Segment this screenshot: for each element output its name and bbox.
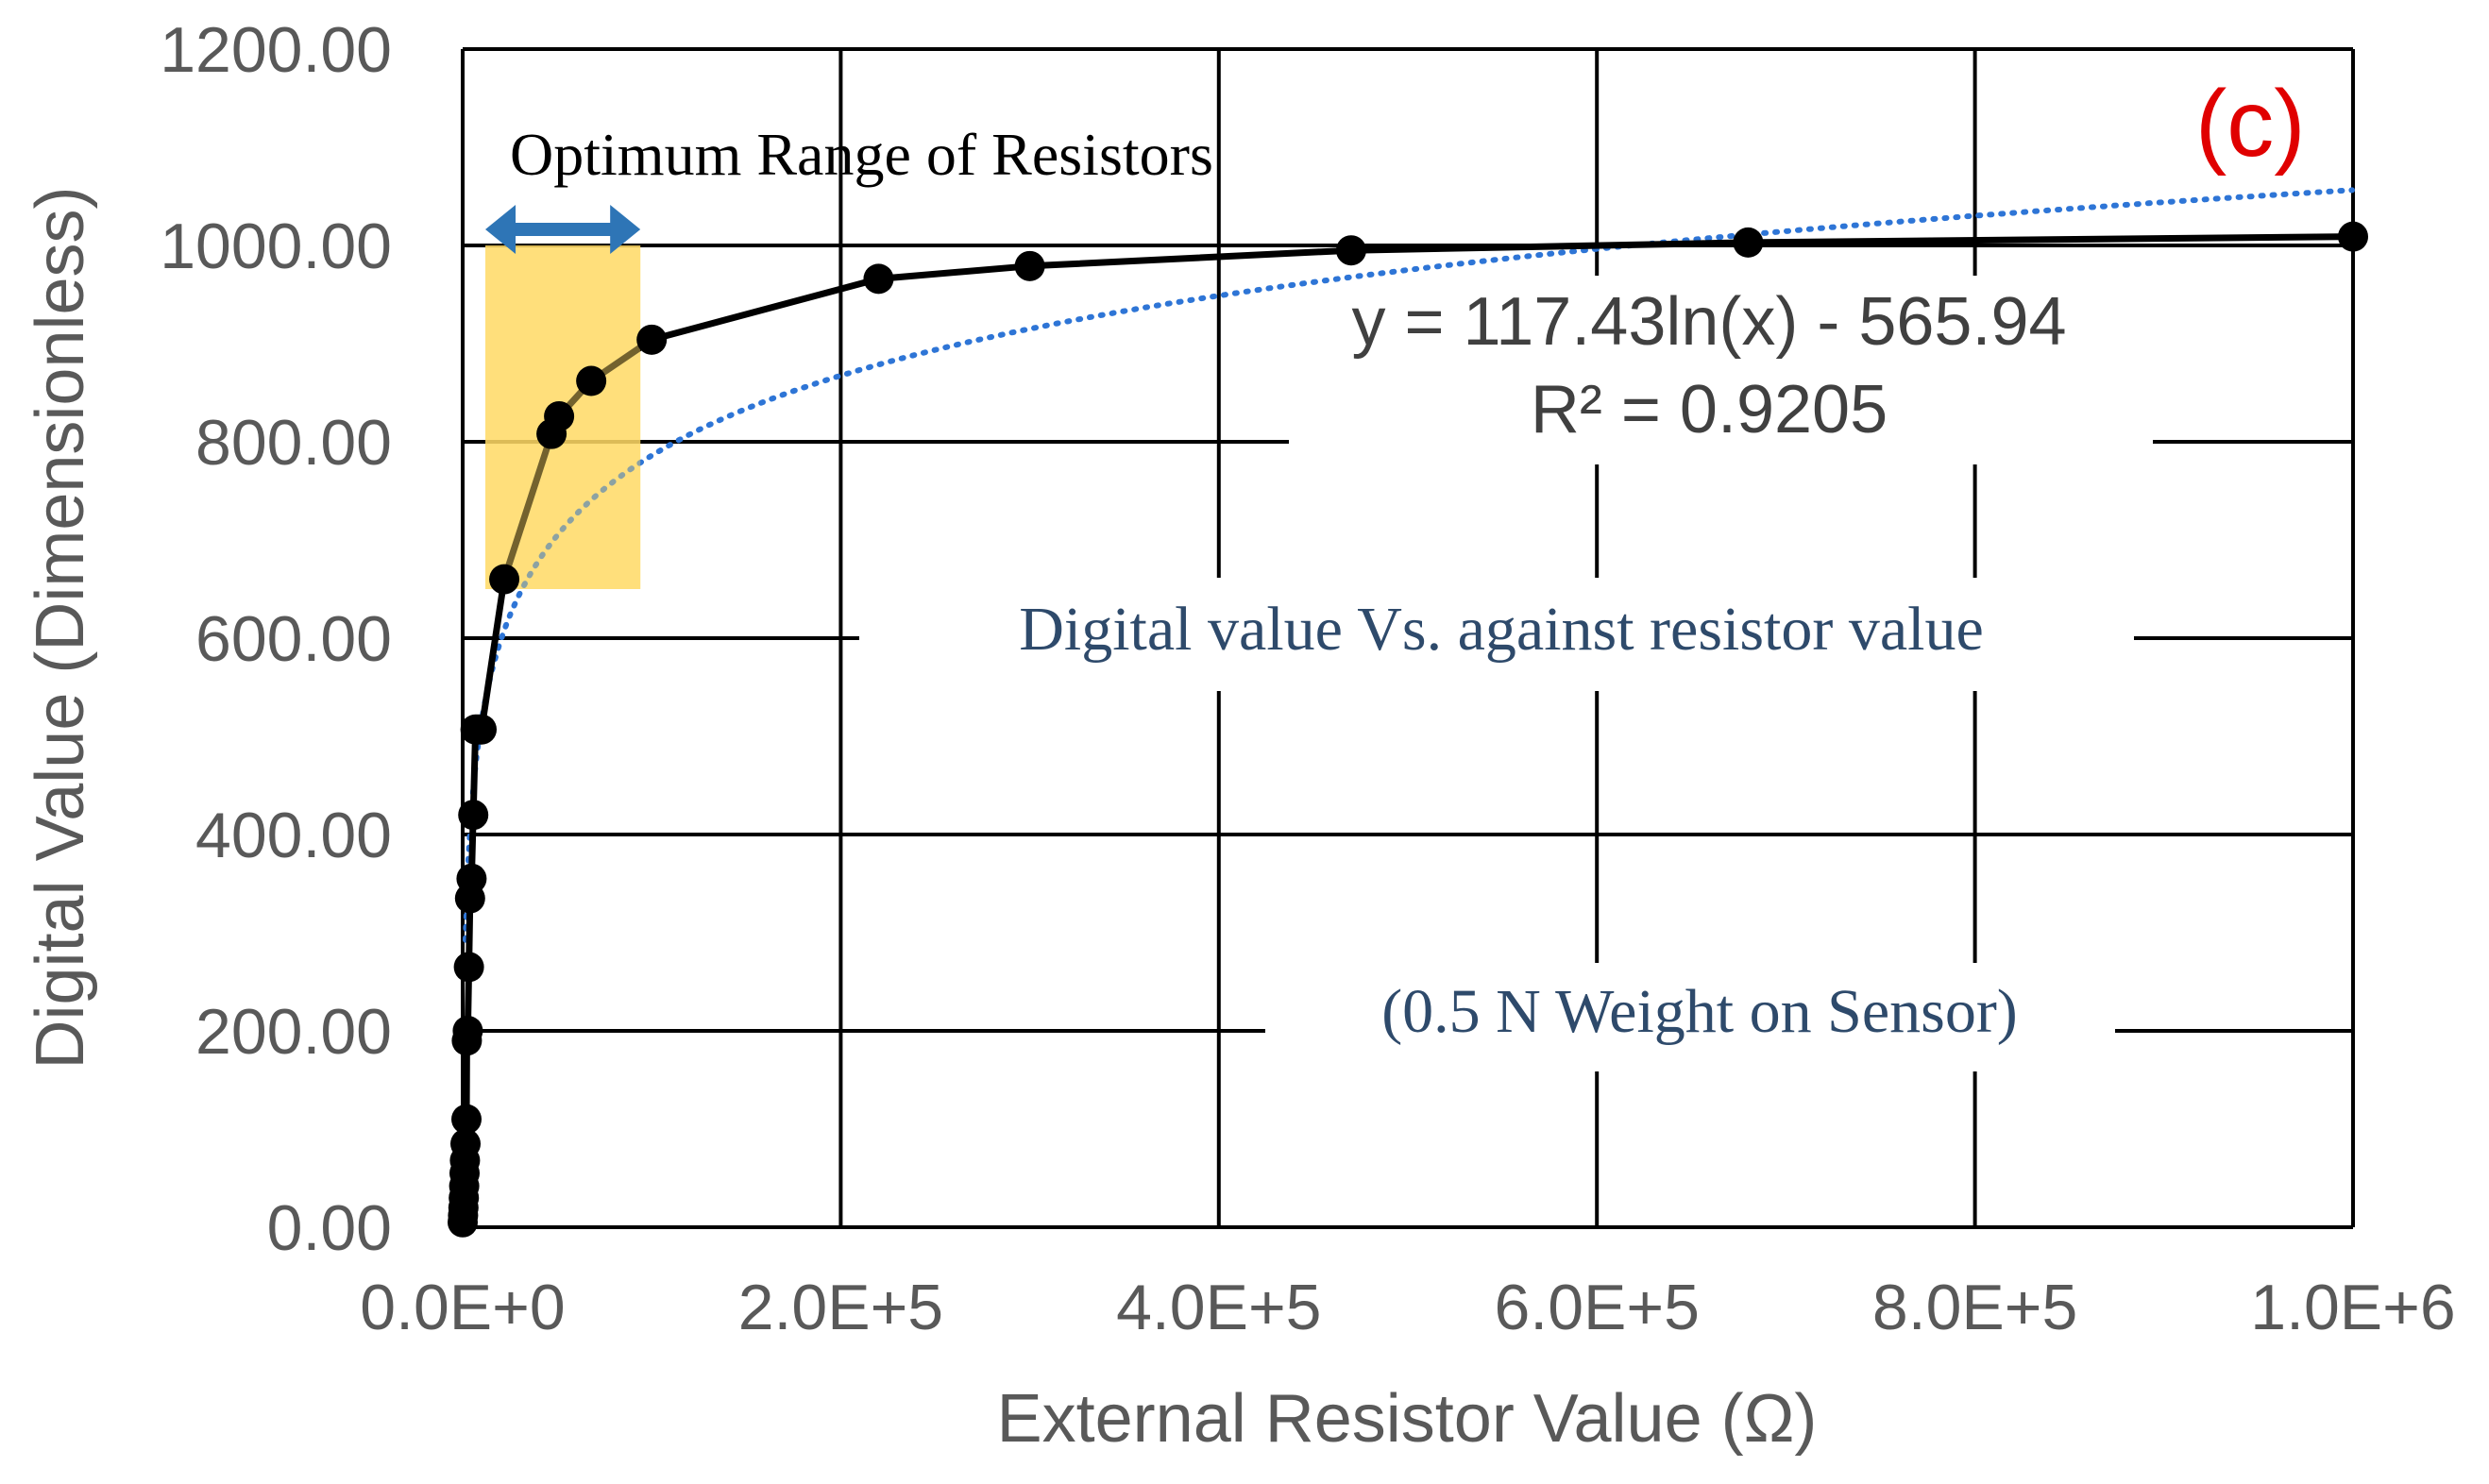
y-tick-label: 1000.00 — [160, 211, 392, 282]
tick-labels: 0.00 200.00 400.00 600.00 800.00 1000.00 1200.… — [160, 14, 2456, 1343]
y-tick-label: 200.00 — [195, 996, 392, 1068]
optimum-label: Optimum Range of Resistors — [510, 121, 1213, 188]
y-axis-title: Digital Value (Dimensionless) — [23, 186, 98, 1069]
optimum-range-arrow — [485, 205, 641, 254]
x-tick-label: 8.0E+5 — [1872, 1272, 2077, 1343]
x-tick-label: 0.0E+0 — [360, 1272, 565, 1343]
title-note-background — [859, 578, 2134, 691]
data-point — [1335, 235, 1366, 266]
data-point — [458, 800, 489, 831]
x-tick-label: 4.0E+5 — [1116, 1272, 1321, 1343]
x-axis-title: External Resistor Value (Ω) — [997, 1381, 1818, 1457]
data-point — [863, 263, 894, 295]
data-point — [451, 1104, 483, 1135]
data-point — [466, 714, 498, 745]
weight-note: (0.5 N Weight on Sensor) — [1381, 977, 2018, 1046]
data-point — [636, 324, 668, 355]
title-note: Digital value Vs. against resistor value — [1019, 595, 1984, 664]
x-tick-label: 6.0E+5 — [1494, 1272, 1699, 1343]
data-point — [1014, 250, 1045, 281]
x-tick-label: 2.0E+5 — [738, 1272, 943, 1343]
equation-background — [1289, 276, 2153, 464]
data-point — [456, 863, 487, 894]
data-point — [489, 564, 520, 595]
trendline-r-squared: R² = 0.9205 — [1531, 372, 1888, 447]
data-point — [576, 365, 607, 396]
y-tick-label: 800.00 — [195, 407, 392, 479]
trendline — [463, 187, 2355, 943]
data-point — [1733, 227, 1764, 258]
data-point — [2338, 221, 2368, 252]
y-tick-label: 600.00 — [195, 603, 392, 675]
data-point — [450, 1128, 482, 1159]
data-point — [544, 400, 575, 431]
data-point — [452, 1016, 483, 1046]
x-tick-label: 1.0E+6 — [2250, 1272, 2455, 1343]
y-tick-label: 0.00 — [267, 1192, 392, 1264]
weight-note-background — [1265, 963, 2115, 1071]
data-markers — [448, 221, 2368, 1238]
trendline-equation: y = 117.43ln(x) - 565.94 — [1351, 284, 2066, 360]
data-point — [453, 952, 484, 983]
y-tick-label: 1200.00 — [160, 14, 392, 86]
panel-label: (c) — [2195, 71, 2306, 177]
y-tick-label: 400.00 — [195, 800, 392, 871]
